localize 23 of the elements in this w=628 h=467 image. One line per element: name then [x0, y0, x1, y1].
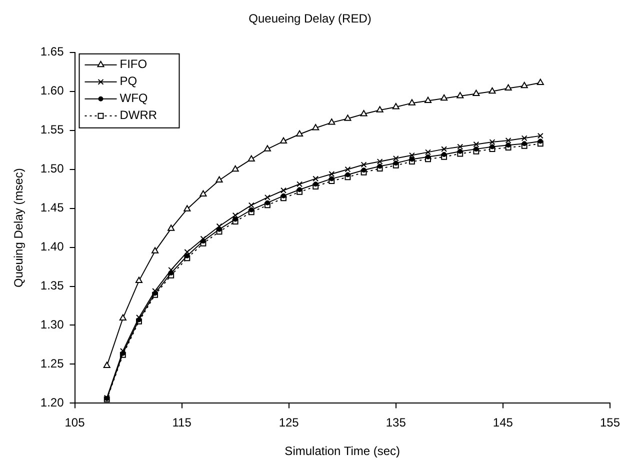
- y-tick-label: 1.35: [40, 278, 64, 293]
- y-tick-label: 1.55: [40, 122, 64, 137]
- y-tick-label: 1.65: [40, 44, 64, 59]
- legend-label: FIFO: [120, 57, 148, 72]
- chart-title: Queueing Delay (RED): [248, 12, 372, 26]
- y-axis-title: Queuing Delay (msec): [12, 168, 26, 288]
- y-tick-label: 1.30: [40, 318, 64, 332]
- y-tick-label: 1.20: [40, 396, 64, 410]
- y-tick-label: 1.25: [40, 356, 64, 371]
- y-tick-label: 1.60: [40, 84, 64, 98]
- legend-label: WFQ: [120, 91, 148, 106]
- x-tick-label: 155: [600, 416, 620, 430]
- x-tick-label: 145: [492, 416, 514, 430]
- x-tick-label: 105: [64, 416, 86, 430]
- y-tick-label: 1.45: [40, 200, 64, 215]
- x-tick-label: 125: [278, 416, 300, 430]
- legend-label: DWRR: [120, 108, 158, 122]
- x-tick-label: 115: [172, 416, 192, 430]
- x-axis-title: Simulation Time (sec): [284, 444, 400, 458]
- x-tick-label: 135: [386, 416, 406, 430]
- y-tick-label: 1.40: [40, 240, 64, 254]
- y-tick-label: 1.50: [40, 162, 64, 176]
- legend-label: PQ: [120, 74, 138, 88]
